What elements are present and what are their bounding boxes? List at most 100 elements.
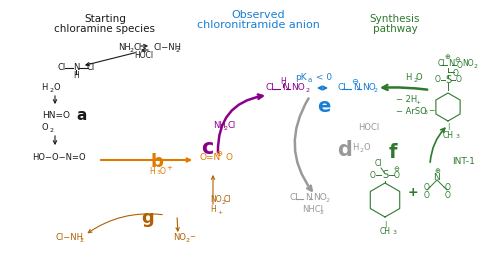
Text: O: O — [424, 191, 430, 199]
Text: pathway: pathway — [372, 24, 418, 34]
Text: 2: 2 — [360, 148, 364, 153]
Text: 2: 2 — [224, 125, 228, 130]
Text: 2: 2 — [129, 48, 133, 53]
Text: 2: 2 — [374, 88, 378, 94]
Text: 2: 2 — [473, 63, 477, 68]
Text: O: O — [370, 171, 376, 179]
Text: Synthesis: Synthesis — [370, 14, 420, 24]
Text: 2: 2 — [80, 237, 84, 242]
Text: 2: 2 — [320, 211, 324, 216]
Text: Starting: Starting — [84, 14, 126, 24]
Text: Cl: Cl — [266, 83, 275, 93]
Text: O: O — [435, 76, 441, 84]
Text: NO: NO — [362, 83, 376, 93]
Text: O: O — [160, 166, 166, 176]
Text: ⊖: ⊖ — [393, 166, 399, 172]
Text: Cl: Cl — [224, 196, 231, 204]
Text: Cl: Cl — [337, 83, 346, 93]
Text: O: O — [453, 68, 459, 78]
Text: ⊕: ⊕ — [216, 150, 223, 158]
FancyArrowPatch shape — [218, 94, 263, 152]
Text: Cl−NH: Cl−NH — [55, 232, 83, 242]
Text: d: d — [337, 140, 352, 160]
Text: 3: 3 — [393, 230, 397, 235]
Text: 3: 3 — [424, 111, 428, 116]
FancyArrowPatch shape — [430, 128, 445, 162]
Text: +: + — [166, 165, 172, 171]
Text: ⊖: ⊖ — [351, 76, 359, 86]
FancyArrowPatch shape — [319, 86, 326, 90]
Text: g: g — [142, 209, 155, 227]
Text: H: H — [149, 166, 155, 176]
Text: ⊖: ⊖ — [454, 57, 460, 63]
Text: O: O — [394, 171, 400, 179]
FancyArrowPatch shape — [211, 176, 215, 204]
Text: NO: NO — [313, 194, 327, 202]
Text: O: O — [416, 73, 422, 83]
Text: Cl: Cl — [87, 63, 95, 73]
Text: −: − — [189, 234, 195, 240]
Text: NO: NO — [173, 232, 186, 242]
Text: 3: 3 — [157, 171, 161, 176]
Text: −: − — [428, 106, 434, 116]
Text: NH: NH — [118, 43, 131, 53]
Text: b: b — [151, 153, 163, 171]
Text: N: N — [73, 63, 79, 73]
Text: HO−O−N=O: HO−O−N=O — [32, 153, 85, 161]
Text: O: O — [41, 122, 48, 132]
FancyArrowPatch shape — [383, 85, 427, 90]
Text: H: H — [41, 83, 48, 93]
Text: +: + — [415, 101, 420, 106]
Text: CH: CH — [380, 227, 391, 235]
Text: N: N — [353, 83, 360, 93]
Text: chloramine species: chloramine species — [55, 24, 156, 34]
Text: 2: 2 — [325, 199, 329, 204]
Text: O: O — [363, 143, 370, 153]
Text: N: N — [433, 173, 440, 181]
Text: H: H — [73, 71, 79, 81]
Text: ⊕: ⊕ — [434, 168, 440, 174]
Text: 2: 2 — [305, 88, 309, 94]
Text: O: O — [53, 83, 60, 93]
FancyArrowPatch shape — [86, 53, 135, 66]
Text: ⊕: ⊕ — [444, 54, 450, 60]
Text: NO: NO — [210, 196, 222, 204]
Text: 2: 2 — [50, 127, 54, 132]
FancyArrowPatch shape — [101, 158, 190, 162]
Text: O: O — [445, 191, 451, 199]
Text: |: | — [447, 124, 449, 130]
Text: HOCl: HOCl — [358, 124, 379, 132]
Text: Cl: Cl — [227, 120, 235, 130]
Text: O=N: O=N — [200, 153, 221, 163]
Text: Cl: Cl — [133, 43, 141, 53]
Text: O: O — [445, 183, 451, 193]
Text: O: O — [457, 60, 463, 70]
Text: Cl−NH: Cl−NH — [153, 43, 181, 53]
FancyArrowPatch shape — [88, 214, 162, 233]
Text: Cl: Cl — [58, 63, 66, 73]
Text: chloronitramide anion: chloronitramide anion — [197, 20, 319, 30]
Text: f: f — [389, 143, 397, 163]
Text: H: H — [405, 73, 411, 83]
Text: 3: 3 — [456, 135, 460, 140]
Text: +: + — [408, 186, 418, 199]
Text: O: O — [225, 153, 232, 163]
Text: H: H — [352, 143, 359, 153]
Text: 2: 2 — [221, 201, 225, 206]
Text: HN=O: HN=O — [42, 111, 70, 119]
Text: − ArSO: − ArSO — [396, 106, 427, 116]
Text: N: N — [448, 58, 455, 68]
Text: +: + — [217, 209, 222, 214]
Text: H: H — [210, 206, 216, 214]
Text: NH: NH — [213, 120, 226, 130]
Text: HOCl: HOCl — [134, 50, 154, 60]
Text: 2: 2 — [49, 88, 53, 94]
FancyArrowPatch shape — [141, 44, 147, 48]
FancyArrowPatch shape — [53, 96, 57, 103]
Text: NO: NO — [291, 83, 305, 93]
Text: a: a — [77, 107, 87, 122]
FancyArrowPatch shape — [295, 98, 312, 191]
Text: O: O — [456, 76, 462, 84]
FancyArrowPatch shape — [142, 48, 148, 52]
Text: H: H — [280, 76, 286, 86]
